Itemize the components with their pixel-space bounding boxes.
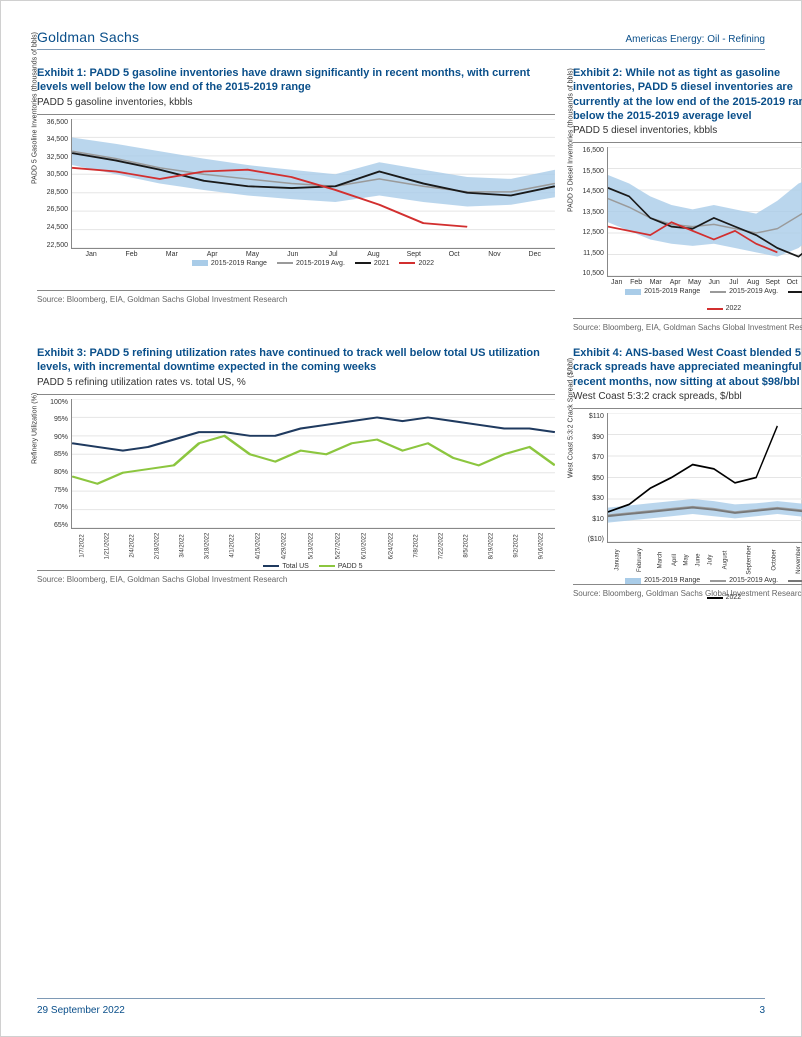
exhibit-4-yticks: $110$90$70$50$30$10($10)	[573, 413, 607, 543]
exhibit-4-legend: 2015-2019 Range2015-2019 Avg.20212022	[607, 577, 802, 601]
exhibit-1-title: Exhibit 1: PADD 5 gasoline inventories h…	[37, 66, 555, 95]
exhibit-3: Exhibit 3: PADD 5 refining utilization r…	[37, 346, 555, 598]
report-category: Americas Energy: Oil - Refining	[626, 34, 766, 45]
exhibit-1-subtitle: PADD 5 gasoline inventories, kbbls	[37, 97, 555, 108]
exhibit-1-plot	[71, 119, 555, 249]
exhibit-1-yticks: 36,50034,50032,50030,50028,50026,50024,5…	[37, 119, 71, 249]
footer-page-number: 3	[759, 1005, 765, 1016]
exhibit-3-source: Source: Bloomberg, EIA, Goldman Sachs Gl…	[37, 570, 555, 584]
page-footer: 29 September 2022 3	[37, 998, 765, 1016]
exhibit-2-source: Source: Bloomberg, EIA, Goldman Sachs Gl…	[573, 318, 802, 332]
exhibit-4-xticks: JanuaryFebruaryMarchAprilMayJuneJulyAugu…	[607, 545, 802, 575]
exhibit-2-legend: 2015-2019 Range2015-2019 Avg.20212022	[607, 288, 802, 312]
exhibit-1-chart: PADD 5 Gasoline Inventories (thousands o…	[37, 114, 555, 284]
exhibit-3-subtitle: PADD 5 refining utilization rates vs. to…	[37, 377, 555, 388]
exhibit-3-xticks: 1/7/20221/21/20222/4/20222/18/20223/4/20…	[71, 531, 555, 561]
exhibit-2-title: Exhibit 2: While not as tight as gasolin…	[573, 66, 802, 123]
exhibit-4: Exhibit 4: ANS-based West Coast blended …	[573, 346, 802, 598]
page: Goldman Sachs Americas Energy: Oil - Ref…	[0, 0, 802, 1037]
exhibits-grid: Exhibit 1: PADD 5 gasoline inventories h…	[37, 66, 765, 598]
exhibit-4-title: Exhibit 4: ANS-based West Coast blended …	[573, 346, 802, 389]
exhibit-3-title: Exhibit 3: PADD 5 refining utilization r…	[37, 346, 555, 375]
exhibit-1-xticks: JanFebMarAprMayJunJulAugSeptOctNovDec	[71, 251, 555, 258]
exhibit-3-legend: Total USPADD 5	[71, 563, 555, 570]
exhibit-2-subtitle: PADD 5 diesel inventories, kbbls	[573, 125, 802, 136]
exhibit-2-chart: PADD 5 Diesel Inventories (thousands of …	[573, 142, 802, 312]
exhibit-2-xticks: JanFebMarAprMayJunJulAugSeptOctNovDec	[607, 279, 802, 286]
exhibit-3-chart: Refinery Utilization (%) 100%95%90%85%80…	[37, 394, 555, 564]
exhibit-3-yticks: 100%95%90%85%80%75%70%65%	[37, 399, 71, 529]
exhibit-2-plot	[607, 147, 802, 277]
exhibit-2-yticks: 16,50015,50014,50013,50012,50011,50010,5…	[573, 147, 607, 277]
exhibit-1: Exhibit 1: PADD 5 gasoline inventories h…	[37, 66, 555, 332]
exhibit-4-plot	[607, 413, 802, 543]
exhibit-1-source: Source: Bloomberg, EIA, Goldman Sachs Gl…	[37, 290, 555, 304]
exhibit-1-legend: 2015-2019 Range2015-2019 Avg.20212022	[71, 260, 555, 267]
exhibit-3-plot	[71, 399, 555, 529]
brand-name: Goldman Sachs	[37, 29, 139, 45]
footer-date: 29 September 2022	[37, 1005, 125, 1016]
exhibit-4-subtitle: West Coast 5:3:2 crack spreads, $/bbl	[573, 391, 802, 402]
exhibit-2: Exhibit 2: While not as tight as gasolin…	[573, 66, 802, 332]
page-header: Goldman Sachs Americas Energy: Oil - Ref…	[37, 29, 765, 50]
exhibit-4-chart: West Coast 5:3:2 Crack Spread ($/bbl) $1…	[573, 408, 802, 578]
